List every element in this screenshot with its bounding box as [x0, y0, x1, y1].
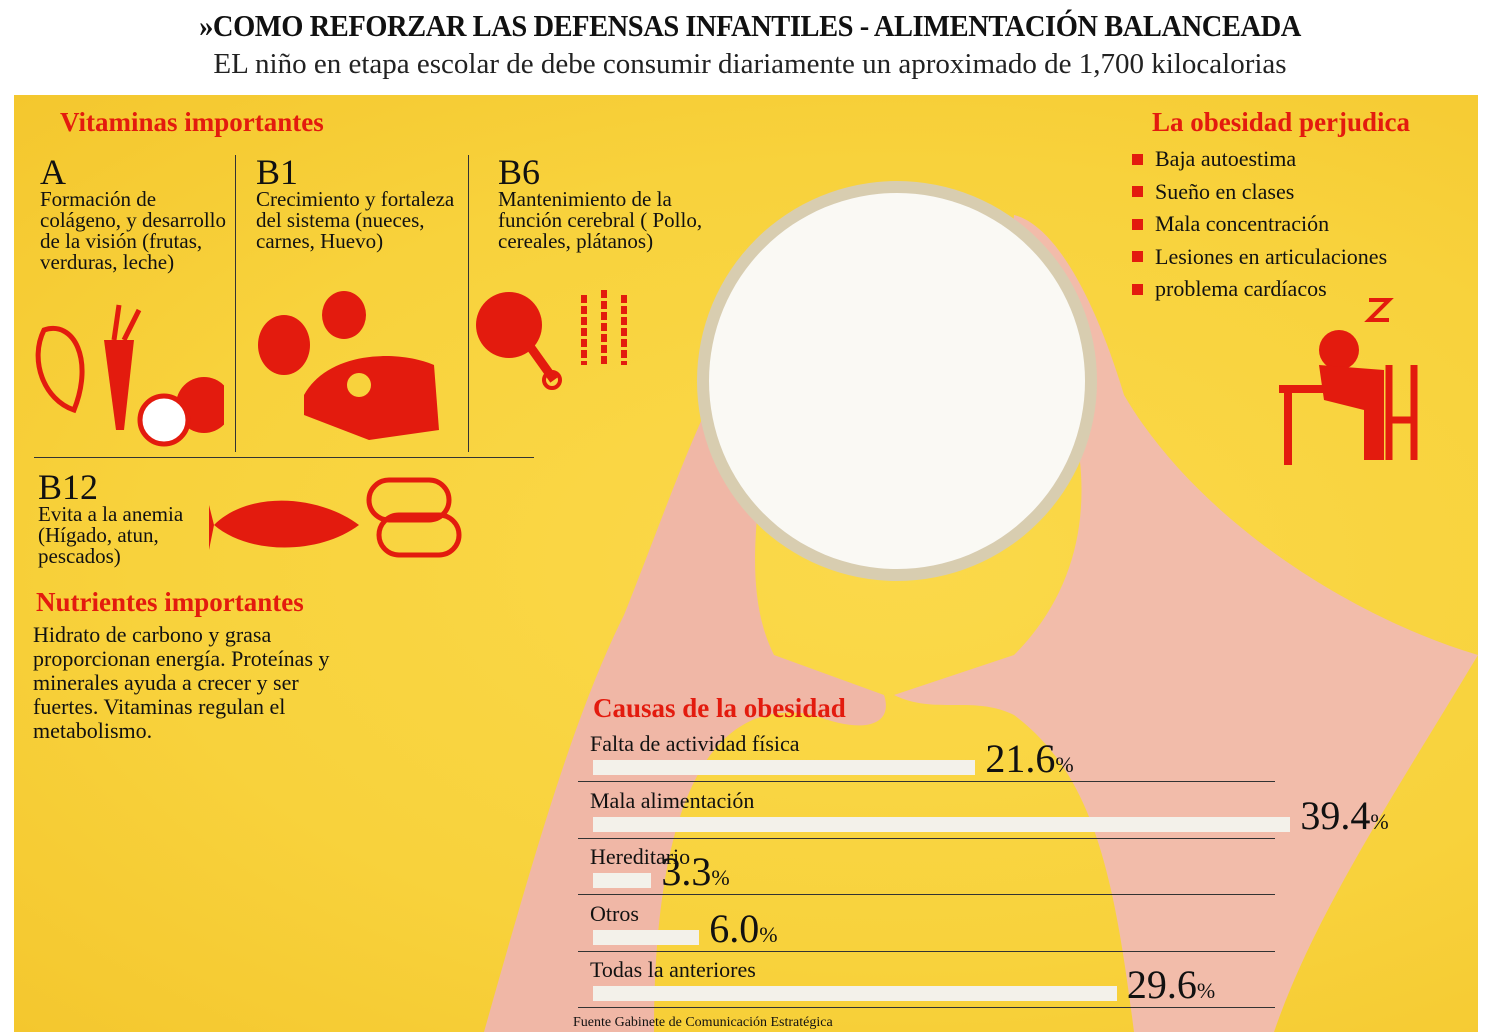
infographic-panel: Vitaminas importantes A Formación de col… — [14, 95, 1478, 1032]
vitamin-description: Crecimiento y fortaleza del sistema (nue… — [256, 187, 455, 253]
vitamins-heading: Vitaminas importantes — [60, 107, 324, 137]
bar — [593, 873, 652, 888]
bullet-icon — [1132, 283, 1143, 295]
bullet-icon — [1132, 218, 1143, 230]
bar — [593, 816, 1291, 832]
sleeping-student-icon — [1279, 298, 1418, 465]
bar-value-label: 3.3% — [661, 849, 730, 894]
fish-can-icon — [209, 477, 462, 558]
obesity-effects-list: Baja autoestima Sueño en clases Mala con… — [1132, 143, 1387, 306]
nutrients-text: Hidrato de carbono y grasa proporcionan … — [33, 622, 330, 743]
list-item: Baja autoestima — [1132, 143, 1387, 176]
bar — [593, 760, 976, 775]
vitamin-letter: B6 — [498, 152, 541, 192]
divider — [235, 155, 236, 452]
milk-glass-hands-illustration — [484, 181, 1478, 1032]
bar-value-label: 39.4% — [1300, 792, 1389, 838]
vegetables-fruit-icon — [35, 304, 224, 447]
bar — [593, 986, 1117, 1001]
bullet-icon — [1132, 186, 1143, 198]
row-divider — [578, 950, 1275, 952]
bar-value-label: 6.0% — [709, 905, 778, 951]
vitamin-description: Formación de colágeno, y desarrollo de l… — [40, 187, 227, 274]
vitamin-b12: B12 Evita a la anemia (Hígado, atun, pes… — [38, 467, 228, 568]
divider — [34, 457, 534, 458]
row-divider — [578, 781, 1275, 782]
chicken-wheat-icon — [476, 290, 627, 390]
bar — [593, 929, 700, 945]
row-divider — [578, 894, 1275, 895]
vitamin-b1: B1 Crecimiento y fortaleza del sistema (… — [256, 152, 466, 253]
list-item: problema cardíacos — [1132, 273, 1387, 306]
chart-source: Fuente Gabinete de Comunicación Estratég… — [573, 1015, 833, 1030]
list-item: Lesiones en articulaciones — [1132, 241, 1387, 274]
vitamin-b6: B6 Mantenimiento de la función cerebral … — [498, 152, 708, 253]
bullet-icon — [1132, 153, 1143, 165]
vitamin-a: A Formación de colágeno, y desarrollo de… — [40, 152, 240, 274]
vitamin-description: Evita a la anemia (Hígado, atun, pescado… — [38, 502, 184, 568]
list-item: Sueño en clases — [1132, 176, 1387, 209]
milk-surface — [709, 193, 1085, 569]
bar-value-label: 29.6% — [1126, 962, 1216, 1007]
vitamin-description: Mantenimiento de la función cerebral ( P… — [498, 187, 703, 253]
row-divider — [578, 837, 1275, 839]
obesity-effects-heading: La obesidad perjudica — [1152, 107, 1411, 137]
bar-label: Todas la anteriores — [590, 957, 756, 982]
page-subtitle: EL niño en etapa escolar de debe consumi… — [213, 48, 1287, 80]
chart-title: Causas de la obesidad — [593, 693, 846, 723]
bar-label: Otros — [590, 900, 639, 926]
vitamin-letter: B1 — [256, 152, 299, 192]
row-divider — [578, 1007, 1275, 1008]
divider — [468, 155, 469, 452]
bar-label: Hereditario — [590, 844, 691, 869]
nuts-meat-icon — [258, 291, 439, 440]
bar-label: Falta de actividad física — [590, 731, 800, 756]
list-item: Mala concentración — [1132, 208, 1387, 241]
bar-value-label: 21.6% — [985, 736, 1074, 781]
causes-bar-chart: Falta de actividad física 21.6% Mala alime… — [14, 95, 1478, 1032]
nutrients-heading: Nutrientes importantes — [36, 587, 304, 617]
vitamin-letter: B12 — [38, 467, 99, 507]
bullet-icon — [1132, 251, 1143, 263]
bar-label: Mala alimentación — [590, 787, 755, 813]
vitamin-letter: A — [40, 152, 66, 192]
page-title: »COMO REFORZAR LAS DEFENSAS INFANTILES -… — [199, 8, 1301, 43]
